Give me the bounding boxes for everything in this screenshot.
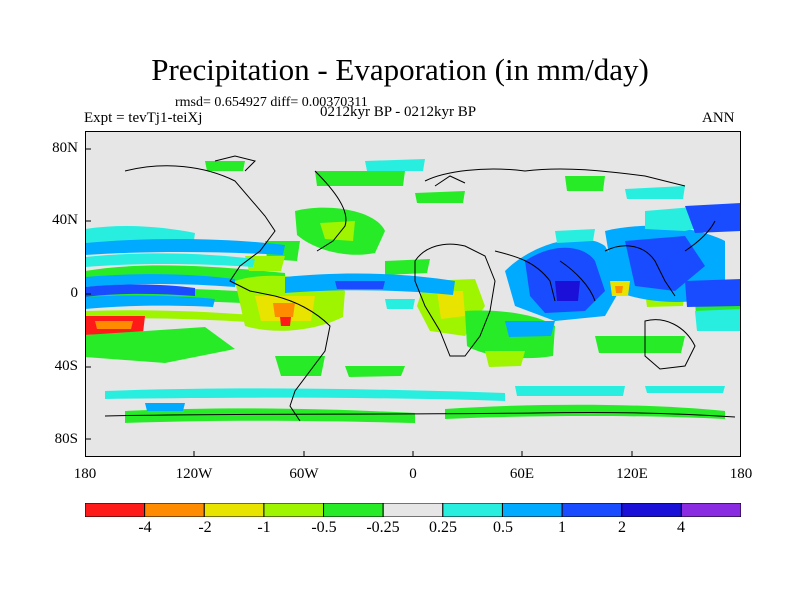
colorbar-label: -0.5 xyxy=(311,519,337,536)
lat-label-80s: 80S xyxy=(54,431,78,447)
colorbar-swatch xyxy=(144,503,205,517)
tick-layer xyxy=(85,148,633,457)
colorbar-swatch xyxy=(382,503,444,517)
field-layer xyxy=(85,159,741,423)
lon-label-180e: 180 xyxy=(729,466,753,482)
lat-label-0: 0 xyxy=(70,285,79,301)
colorbar-swatch xyxy=(323,503,384,517)
colorbar-label: 0.5 xyxy=(493,519,513,536)
period-label: 0212kyr BP - 0212kyr BP xyxy=(320,104,477,120)
coastline-layer xyxy=(104,155,736,422)
lon-label-120e: 120E xyxy=(616,466,648,482)
lon-label-60e: 60E xyxy=(509,466,535,482)
lon-label-60w: 60W xyxy=(289,466,319,482)
colorbar-label: -4 xyxy=(138,519,152,536)
stats-text: rmsd= 0.654927 diff= 0.00370311 xyxy=(175,95,368,110)
lon-label-120w: 120W xyxy=(175,466,213,482)
colorbar xyxy=(85,503,741,517)
colorbar-swatch xyxy=(203,503,265,517)
colorbar-swatch xyxy=(621,503,682,517)
experiment-label: Expt = tevTj1-teiXj xyxy=(84,110,203,126)
lat-label-40n: 40N xyxy=(52,212,78,228)
lat-label-40s: 40S xyxy=(54,358,78,374)
colorbar-swatch xyxy=(680,503,741,517)
colorbar-label: 4 xyxy=(677,519,685,536)
season-label: ANN xyxy=(702,110,735,126)
lon-label-180w: 180 xyxy=(73,466,97,482)
colorbar-label: -1 xyxy=(257,519,271,536)
chart-title: Precipitation - Evaporation (in mm/day) xyxy=(151,52,649,87)
colorbar-label: 1 xyxy=(558,519,566,536)
colorbar-swatch xyxy=(263,503,325,517)
colorbar-swatch xyxy=(561,503,623,517)
lon-label-0: 0 xyxy=(409,466,417,482)
colorbar-label: 0.25 xyxy=(429,519,457,536)
lat-label-80n: 80N xyxy=(52,140,78,156)
map-panel xyxy=(85,131,741,457)
colorbar-swatch xyxy=(85,503,146,517)
colorbar-swatch xyxy=(501,503,563,517)
colorbar-label: -2 xyxy=(198,519,212,536)
colorbar-swatch xyxy=(442,503,503,517)
colorbar-label: 2 xyxy=(618,519,626,536)
colorbar-label: -0.25 xyxy=(366,519,400,536)
